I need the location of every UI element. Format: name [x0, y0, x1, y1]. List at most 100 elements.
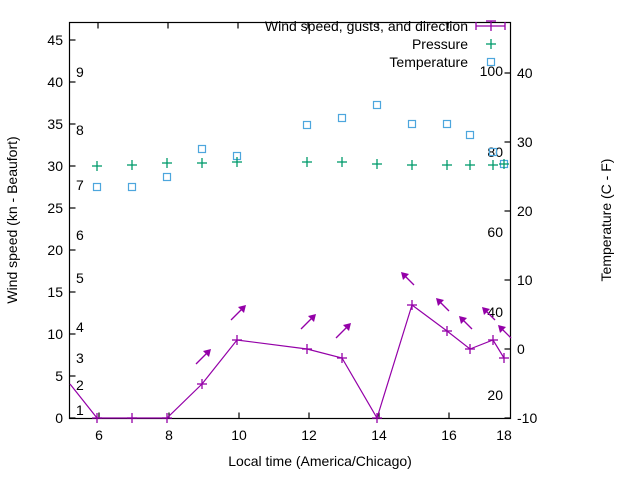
y-tick-0: 0	[55, 410, 63, 426]
x-tick-10: 10	[231, 427, 247, 443]
plot-frame	[68, 21, 512, 420]
pressure-point	[302, 157, 312, 167]
wind-direction-arrow-ne	[335, 323, 351, 339]
pressure-point	[92, 161, 102, 171]
temperature-point	[197, 144, 207, 154]
wind-direction-arrow-ne	[230, 305, 246, 321]
wind-direction-arrow-nw	[498, 325, 512, 339]
wind-direction-arrow-ne	[195, 349, 211, 365]
y-tick-15: 15	[47, 284, 63, 300]
right-axis-ticks	[504, 72, 511, 419]
wind-point	[337, 353, 347, 363]
wind-point	[465, 344, 475, 354]
x-axis-ticks	[97, 22, 450, 419]
legend-label-wind: Wind speed, gusts, and direction	[265, 18, 468, 34]
y2-tick-30: 30	[517, 134, 533, 150]
temperature-point	[127, 182, 137, 192]
x-tick-18: 18	[496, 427, 512, 443]
wind-point	[127, 413, 137, 423]
wind-speed-line	[69, 304, 505, 420]
y-tick-10: 10	[47, 326, 63, 342]
wind-direction-arrow-ne	[300, 314, 316, 330]
x-tick-14: 14	[371, 427, 387, 443]
y2-tick-20: 20	[517, 203, 533, 219]
y2-axis-title: Temperature (C - F)	[598, 159, 614, 282]
pressure-series	[92, 157, 509, 171]
wind-direction-arrow-nw	[459, 316, 473, 330]
temperature-point	[302, 120, 312, 130]
temperature-point	[92, 182, 102, 192]
legend-label-temperature: Temperature	[389, 54, 468, 70]
x-tick-12: 12	[301, 427, 317, 443]
fahrenheit-60: 60	[487, 224, 503, 240]
left-axis-tick-labels: 0 5 10 15 20 25 30 35 40 45	[47, 32, 63, 426]
x-axis-tick-labels: 6 8 10 12 14 16 18	[95, 427, 512, 443]
beaufort-scale-labels: 1 2 3 4 5 6 7 8 9	[76, 64, 84, 418]
wind-speed-markers	[92, 300, 509, 423]
beaufort-9: 9	[76, 64, 84, 80]
left-axis-ticks	[69, 39, 76, 419]
wind-point	[92, 413, 102, 423]
wind-point	[372, 413, 382, 423]
fahrenheit-40: 40	[487, 304, 503, 320]
wind-direction-arrow-nw	[401, 272, 415, 286]
beaufort-8: 8	[76, 122, 84, 138]
wind-direction-arrows	[195, 272, 512, 365]
legend-marker-temperature	[486, 57, 496, 67]
legend-marker-pressure	[486, 39, 496, 49]
legend-label-pressure: Pressure	[412, 36, 468, 52]
temperature-point	[465, 130, 475, 140]
y2-tick-40: 40	[517, 65, 533, 81]
temperature-point	[162, 172, 172, 182]
temperature-point	[407, 119, 417, 129]
y-axis-title: Wind speed (kn - Beaufort)	[4, 136, 20, 303]
pressure-point	[499, 159, 509, 169]
beaufort-5: 5	[76, 270, 84, 286]
x-tick-6: 6	[95, 427, 103, 443]
beaufort-6: 6	[76, 227, 84, 243]
wind-point	[407, 300, 417, 310]
pressure-point	[407, 160, 417, 170]
wind-point	[232, 335, 242, 345]
beaufort-1: 1	[76, 402, 84, 418]
pressure-point	[232, 157, 242, 167]
temperature-series	[92, 100, 509, 192]
wind-direction-arrow-nw	[436, 298, 450, 312]
beaufort-2: 2	[76, 377, 84, 393]
y2-tick-0: 0	[517, 341, 525, 357]
beaufort-4: 4	[76, 319, 84, 335]
temperature-point	[488, 147, 498, 157]
legend: Wind speed, gusts, and direction Pressur…	[265, 18, 506, 70]
temperature-point	[442, 119, 452, 129]
y-tick-30: 30	[47, 158, 63, 174]
y2-tick-10: 10	[517, 272, 533, 288]
x-tick-8: 8	[165, 427, 173, 443]
wind-point	[499, 353, 509, 363]
right-axis-tick-labels: -10 0 10 20 30 40	[517, 65, 537, 426]
y-tick-5: 5	[55, 368, 63, 384]
pressure-point	[372, 159, 382, 169]
pressure-point	[442, 160, 452, 170]
fahrenheit-20: 20	[487, 387, 503, 403]
temperature-point	[372, 100, 382, 110]
y-tick-20: 20	[47, 242, 63, 258]
wind-point	[488, 335, 498, 345]
pressure-point	[127, 160, 137, 170]
pressure-point	[197, 158, 207, 168]
fahrenheit-100: 100	[480, 63, 504, 79]
wind-point	[302, 344, 312, 354]
pressure-point	[488, 160, 498, 170]
y-tick-35: 35	[47, 116, 63, 132]
pressure-point	[162, 158, 172, 168]
y-tick-40: 40	[47, 74, 63, 90]
y-tick-45: 45	[47, 32, 63, 48]
temperature-point	[337, 113, 347, 123]
x-axis-title: Local time (America/Chicago)	[228, 453, 412, 469]
x-tick-16: 16	[441, 427, 457, 443]
wind-direction-arrow-nw	[482, 307, 496, 321]
wind-point	[442, 326, 452, 336]
y2-tick-m10: -10	[517, 410, 537, 426]
beaufort-7: 7	[76, 177, 84, 193]
